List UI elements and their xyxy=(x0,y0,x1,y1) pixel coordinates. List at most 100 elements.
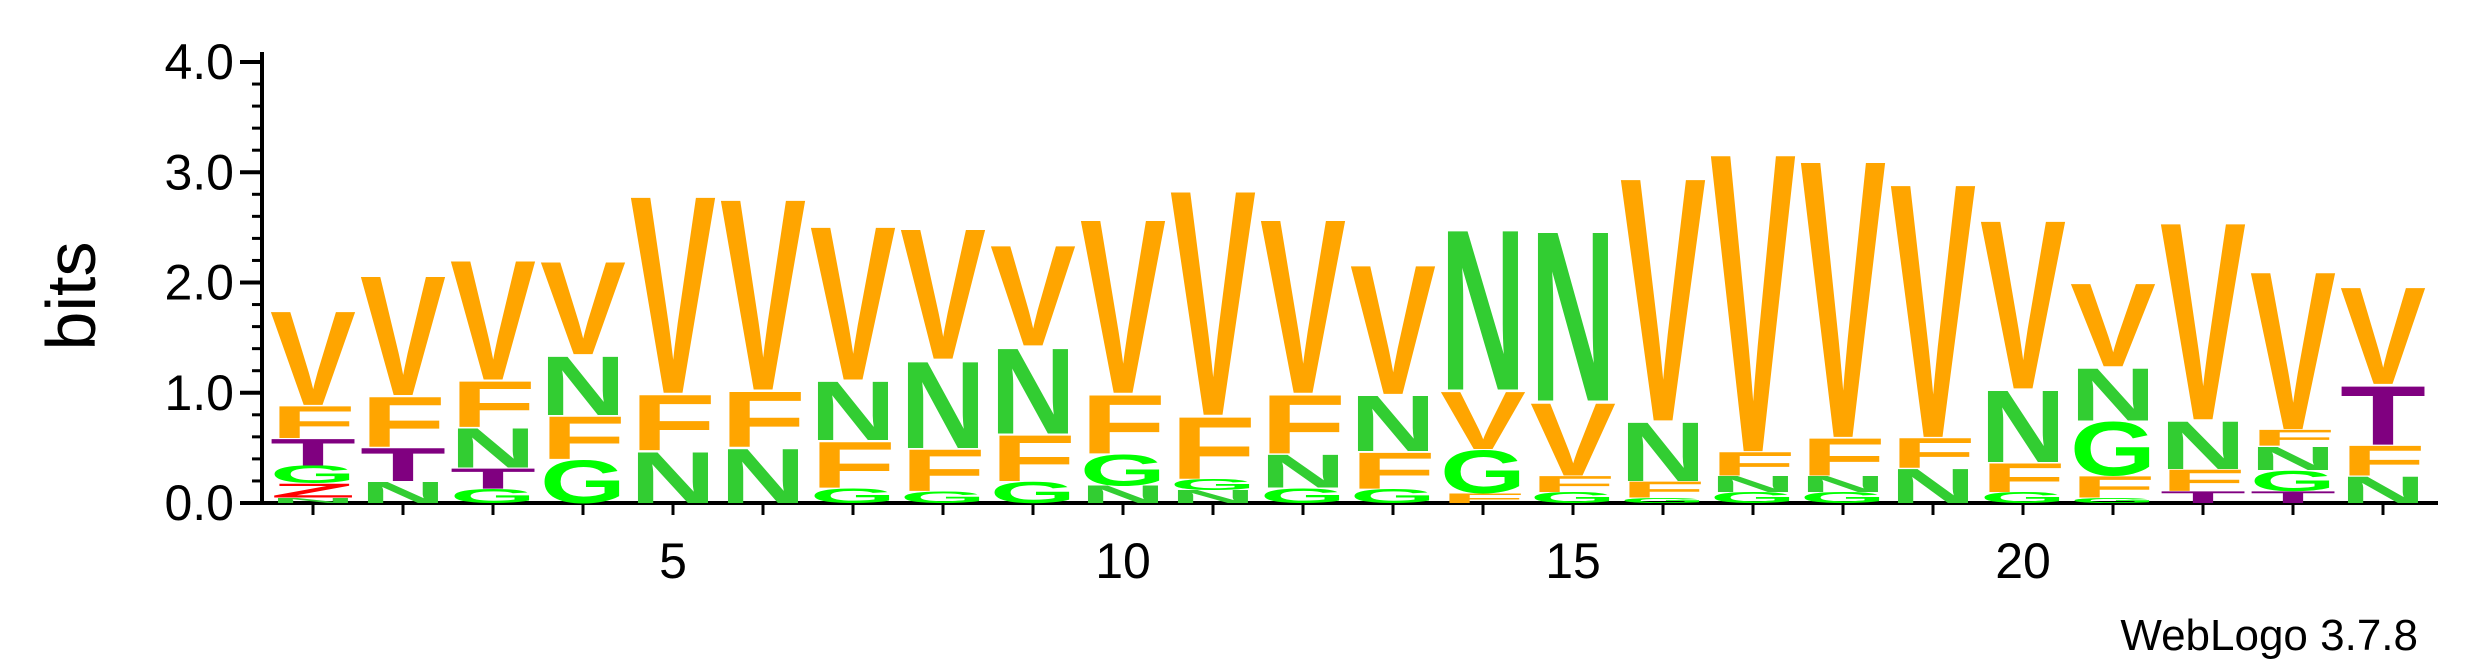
logo-letter-V: V xyxy=(2340,258,2426,414)
x-tick-label: 10 xyxy=(1095,533,1151,589)
logo-letter-V: V xyxy=(540,233,626,382)
logo-letter-G: G xyxy=(270,461,356,488)
logo-letter-N: N xyxy=(1800,471,1886,497)
logo-letter-V: V xyxy=(1170,123,1256,484)
logo-letter-T: T xyxy=(360,438,446,491)
logo-letter-N: N xyxy=(810,364,896,458)
logo-letter-V: V xyxy=(720,142,806,448)
logo-letter-G: G xyxy=(540,447,626,516)
logo-letter-G: G xyxy=(1800,489,1886,506)
logo-letter-G: G xyxy=(2070,496,2156,505)
logo-letter-N: N xyxy=(1350,380,1436,469)
logo-letter-G: G xyxy=(1080,445,1166,495)
logo-letter-N: N xyxy=(360,476,446,510)
logo-column: NFV xyxy=(720,142,806,520)
logo-letter-G: G xyxy=(1980,489,2066,506)
logo-letter-V: V xyxy=(2160,163,2246,480)
logo-letter-N: N xyxy=(1890,459,1976,513)
logo-letter-N: N xyxy=(630,436,716,518)
logo-letter-F: F xyxy=(1260,377,1346,471)
logo-letter-T: T xyxy=(2160,488,2246,507)
logo-letter-F: F xyxy=(720,375,806,464)
logo-letter-N: N xyxy=(1530,181,1616,453)
logo-glyph-stacks: NZGTFVNTFVGTNFVGFNVNFVNFVGFNVGFNVGFNVNGF… xyxy=(270,64,2426,543)
y-tick-label: 2.0 xyxy=(164,255,234,311)
logo-letter-G: G xyxy=(1530,489,1616,506)
logo-letter-V: V xyxy=(1440,374,1526,466)
logo-letter-F: F xyxy=(450,368,536,441)
logo-letter-N: N xyxy=(1260,445,1346,498)
y-tick-label: 1.0 xyxy=(164,365,234,421)
x-axis: 5 10 15 20 xyxy=(262,501,2438,589)
logo-letter-G: G xyxy=(450,485,536,507)
logo-letter-F: F xyxy=(1800,427,1886,487)
logo-letter-F: F xyxy=(540,404,626,472)
logo-letter-V: V xyxy=(1350,227,1436,434)
logo-letter-G: G xyxy=(1620,496,1706,505)
logo-letter-N: N xyxy=(2250,440,2336,478)
logo-letter-V: V xyxy=(1620,105,1707,495)
logo-letter-F: F xyxy=(2250,425,2336,451)
logo-letter-G: G xyxy=(1710,489,1796,506)
logo-letter-T: T xyxy=(2340,368,2426,462)
logo-letter-F: F xyxy=(990,422,1076,495)
logo-letter-V: V xyxy=(900,191,986,399)
logo-letter-V: V xyxy=(990,215,1076,376)
logo-letter-F: F xyxy=(1980,455,2066,501)
logo-letter-N: N xyxy=(450,417,536,480)
logo-letter-F: F xyxy=(900,437,986,504)
logo-letter-N: N xyxy=(1440,181,1526,438)
x-tick-label: 15 xyxy=(1545,533,1601,589)
logo-letter-V: V xyxy=(1890,108,1977,515)
x-tick-label: 20 xyxy=(1995,533,2051,589)
logo-letter-N: N xyxy=(1980,369,2066,484)
logo-letter-F: F xyxy=(360,382,446,462)
logo-letter-V: V xyxy=(360,241,446,432)
y-axis-title: bits xyxy=(32,242,110,351)
logo-letter-N: N xyxy=(1710,471,1796,497)
logo-letter-F: F xyxy=(1530,471,1616,497)
y-tick-label: 4.0 xyxy=(164,34,234,90)
y-tick-label: 3.0 xyxy=(164,144,234,200)
logo-letter-T: T xyxy=(450,462,536,495)
logo-column: NFV xyxy=(630,137,716,519)
logo-letter-V: V xyxy=(2250,225,2336,478)
logo-letter-V: V xyxy=(270,283,356,433)
logo-letter-N: N xyxy=(540,339,626,433)
logo-letter-F: F xyxy=(2340,437,2426,485)
logo-letter-T: T xyxy=(270,431,356,474)
logo-letter-F: F xyxy=(1350,442,1436,500)
logo-letter-F: F xyxy=(1710,445,1796,483)
logo-letter-N: N xyxy=(2340,468,2426,511)
logo-letter-F: F xyxy=(1890,429,1976,477)
logo-letter-V: V xyxy=(630,137,716,454)
logo-letter-V: V xyxy=(810,181,896,428)
logo-letter-V: V xyxy=(1530,381,1616,497)
logo-letter-V: V xyxy=(1260,168,1346,447)
logo-letter-F: F xyxy=(810,429,896,502)
logo-letter-F: F xyxy=(1080,377,1166,471)
logo-letter-N: N xyxy=(990,323,1076,460)
logo-letter-N: N xyxy=(720,433,806,520)
logo-letter-N: N xyxy=(1170,487,1256,507)
logo-letter-N: N xyxy=(1620,405,1706,499)
logo-letter-F: F xyxy=(1620,477,1706,503)
logo-letter-N: N xyxy=(2160,407,2246,484)
logo-letter-V: V xyxy=(1980,171,2066,441)
weblogo-version-label: WebLogo 3.7.8 xyxy=(2120,611,2418,660)
